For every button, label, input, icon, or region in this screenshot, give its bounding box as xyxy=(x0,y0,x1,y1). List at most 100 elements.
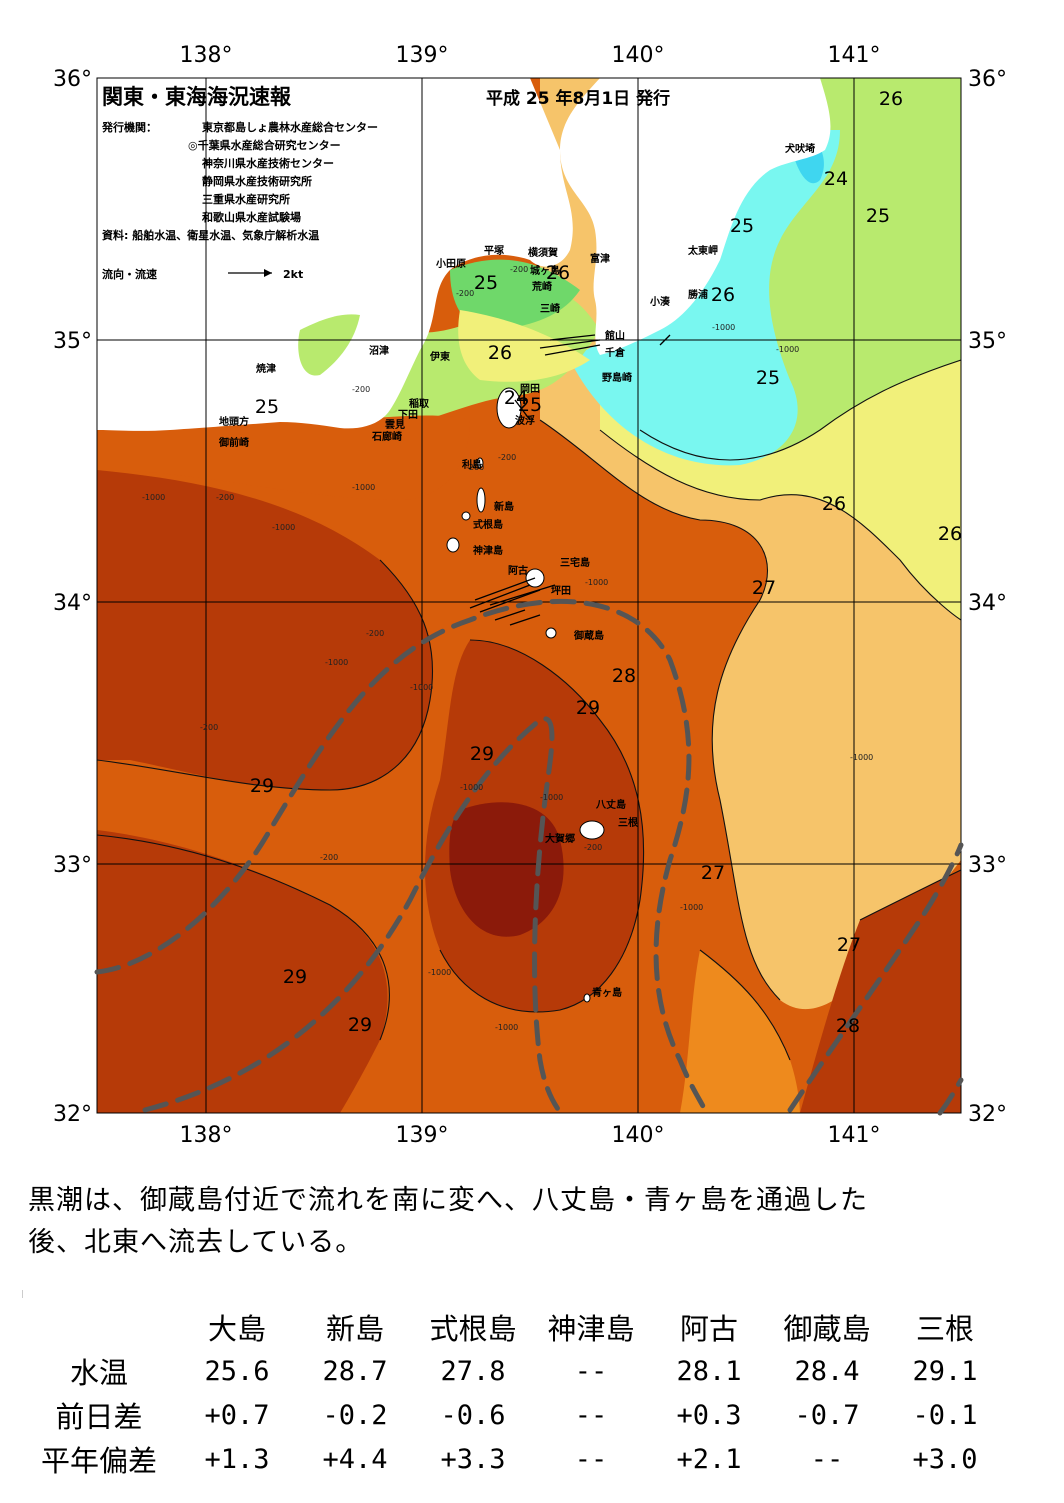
depth-label: -1000 xyxy=(325,658,348,667)
isotherm-label: 24 xyxy=(504,387,528,409)
isotherm-label: 29 xyxy=(250,775,274,797)
place-label: 式根島 xyxy=(473,518,503,531)
depth-label: -1000 xyxy=(680,903,703,912)
isotherm-label: 25 xyxy=(518,394,542,416)
lat-label-left-32: 32° xyxy=(53,1102,92,1127)
place-label: 荒崎 xyxy=(531,280,552,293)
place-label: 小湊 xyxy=(649,295,671,308)
place-label: 焼津 xyxy=(256,362,276,375)
lon-label-bottom-140: 140° xyxy=(612,1123,665,1148)
table-cell: +3.3 xyxy=(440,1443,506,1475)
place-label: 御前崎 xyxy=(218,436,249,449)
place-label: 波浮 xyxy=(515,414,535,427)
lat-label-right-33: 33° xyxy=(968,853,1007,878)
depth-label: -1000 xyxy=(460,783,483,792)
place-label: 野島崎 xyxy=(602,371,632,384)
place-label: 稲取 xyxy=(409,397,430,410)
row-header: 前日差 xyxy=(55,1400,143,1434)
lat-label-left-36: 36° xyxy=(53,67,92,92)
table-row: 平年偏差 +1.3 +4.4 +3.3 -- +2.1 -- +3.0 xyxy=(20,1437,1004,1481)
lat-label-right-34: 34° xyxy=(968,591,1007,616)
table-cell: +0.3 xyxy=(676,1399,742,1431)
lon-label-top-140: 140° xyxy=(612,43,665,68)
depth-label: -200 xyxy=(200,723,218,732)
column-header: 神津島 xyxy=(547,1312,635,1346)
data-source: 資料: 船舶水温、衛星水温、気象庁解析水温 xyxy=(102,228,319,242)
land-kanto xyxy=(560,78,831,355)
table-cell: 28.4 xyxy=(794,1355,860,1387)
map-title: 関東・東海海況速報 xyxy=(102,85,292,109)
depth-label: -1000 xyxy=(428,968,451,977)
table-cell: -0.1 xyxy=(912,1399,978,1431)
depth-label: -1000 xyxy=(776,345,799,354)
depth-label: -1000 xyxy=(585,578,608,587)
table-cell: +1.3 xyxy=(204,1443,270,1475)
lon-label-top-141: 141° xyxy=(828,43,881,68)
table-corner xyxy=(20,1305,178,1349)
table-row: 水温 25.6 28.7 27.8 -- 28.1 28.4 29.1 xyxy=(20,1349,1004,1393)
depth-label: -1000 xyxy=(540,793,563,802)
place-label: 太東岬 xyxy=(687,244,718,257)
current-legend-arrowhead xyxy=(264,269,272,277)
islands xyxy=(446,387,605,1003)
shikinejima-island xyxy=(461,511,471,521)
table-cell: -0.7 xyxy=(794,1399,860,1431)
kuroshio-summary: 黒潮は、御蔵島付近で流れを南に変へ、八丈島・青ヶ島を通過した 後、北東へ流去して… xyxy=(28,1180,1028,1264)
isotherm-label: 25 xyxy=(474,272,498,294)
isotherm-label: 29 xyxy=(348,1014,372,1036)
mikurajima-island xyxy=(545,627,557,639)
agency-4: 静岡県水産技術研究所 xyxy=(202,174,312,188)
toshima-island xyxy=(476,457,484,469)
sst-26-sagami-zone xyxy=(458,310,590,382)
isotherm-label: 29 xyxy=(470,743,494,765)
lat-label-right-35: 35° xyxy=(968,329,1007,354)
table-header-row: 大島 新島 式根島 神津島 阿古 御蔵島 三根 xyxy=(20,1305,1004,1349)
place-label: 阿古 xyxy=(508,564,528,577)
sst-28-north-band xyxy=(97,415,470,500)
place-label: 新島 xyxy=(494,500,514,513)
isotherm-label: 27 xyxy=(837,934,861,956)
isotherm-lines xyxy=(97,359,961,1061)
table-cell: 28.1 xyxy=(676,1355,742,1387)
place-label: 館山 xyxy=(604,329,625,342)
table-cell: 27.8 xyxy=(440,1355,506,1387)
column-header: 御蔵島 xyxy=(783,1312,871,1346)
isotherm-label: 27 xyxy=(701,862,725,884)
isotherm-label: 26 xyxy=(488,342,512,364)
column-header: 阿古 xyxy=(679,1312,738,1346)
depth-label: -200 xyxy=(510,265,528,274)
place-label: 三根 xyxy=(618,816,638,829)
table-cell: +2.1 xyxy=(676,1443,742,1475)
current-legend-label: 流向・流速 xyxy=(102,267,157,281)
table-cell: -- xyxy=(810,1443,844,1475)
place-label: 神津島 xyxy=(473,544,503,557)
agency-5: 三重県水産研究所 xyxy=(202,192,290,206)
place-label: 横須賀 xyxy=(528,246,558,259)
depth-label: -200 xyxy=(366,629,384,638)
place-label: 千倉 xyxy=(605,346,626,359)
place-label: 青ヶ島 xyxy=(592,986,622,999)
isotherm-label: 29 xyxy=(576,697,600,719)
table-cell: +3.0 xyxy=(912,1443,978,1475)
place-label: 坪田 xyxy=(551,584,571,597)
issue-date: 平成 25 年8月1日 発行 xyxy=(486,88,670,109)
depth-label: -1000 xyxy=(712,323,735,332)
agency-label: 発行機関： xyxy=(101,120,157,134)
aogashima-island xyxy=(583,993,591,1003)
isotherm-label: 27 xyxy=(752,577,776,599)
place-label: 三崎 xyxy=(540,302,560,315)
place-label: 地頭方 xyxy=(219,415,249,428)
divider-mark xyxy=(22,1290,23,1298)
isotherm-label: 25 xyxy=(756,367,780,389)
table-cell: 28.7 xyxy=(322,1355,388,1387)
table-cell: -0.2 xyxy=(322,1399,388,1431)
depth-label: -200 xyxy=(320,853,338,862)
agency-2: ◎千葉県水産総合研究センター xyxy=(188,138,341,152)
table-cell: 29.1 xyxy=(912,1355,978,1387)
row-header: 水温 xyxy=(69,1356,128,1390)
table-cell: -- xyxy=(574,1399,608,1431)
depth-label: -200 xyxy=(216,493,234,502)
depth-label: -1000 xyxy=(495,1023,518,1032)
place-label: 岡田 xyxy=(520,383,540,395)
place-label: 勝浦 xyxy=(688,288,708,301)
